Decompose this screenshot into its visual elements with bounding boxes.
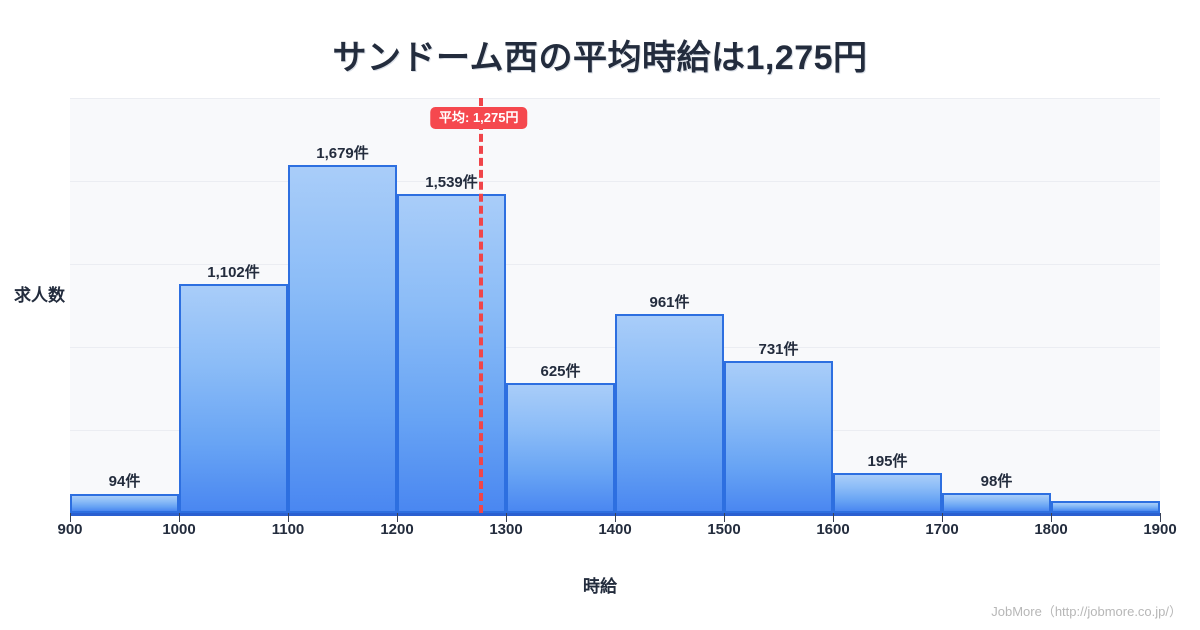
x-axis-tick-label: 1700 [925, 521, 959, 538]
x-axis-tick [397, 513, 398, 522]
bar-value-label: 731件 [758, 341, 799, 359]
average-badge: 平均: 1,275円 [430, 107, 528, 129]
x-axis-tick [942, 513, 943, 522]
gridline [70, 181, 1160, 182]
x-axis-tick-label: 900 [57, 521, 83, 538]
x-axis-tick [179, 513, 180, 522]
bar-value-label: 1,102件 [207, 264, 260, 282]
bar-value-label: 195件 [867, 452, 908, 470]
chart-title: サンドーム西の平均時給は1,275円 [332, 39, 868, 77]
x-axis-tick [1051, 513, 1052, 522]
histogram-bar[interactable] [615, 313, 724, 513]
bar-value-label: 961件 [649, 293, 690, 311]
x-axis-tick-label: 1100 [271, 521, 305, 538]
histogram-bar[interactable] [179, 284, 288, 513]
histogram-bar[interactable] [1051, 500, 1160, 513]
histogram-bar[interactable] [70, 493, 179, 513]
x-axis-tick [833, 513, 834, 522]
x-axis-tick-label: 1900 [1143, 521, 1177, 538]
x-axis-tick-label: 1600 [816, 521, 850, 538]
x-axis-tick-label: 1800 [1034, 521, 1068, 538]
bar-value-label: 98件 [980, 472, 1013, 490]
gridline [70, 264, 1160, 265]
gridline [70, 98, 1160, 99]
x-axis-tick-label: 1200 [380, 521, 414, 538]
histogram-bar[interactable] [506, 383, 615, 513]
x-axis-tick-label: 1000 [162, 521, 196, 538]
plot-area [70, 98, 1160, 516]
x-axis-tick [724, 513, 725, 522]
x-axis-tick-label: 1500 [707, 521, 741, 538]
x-axis-tick [615, 513, 616, 522]
footer-credit: JobMore（http://jobmore.co.jp/） [991, 604, 1182, 619]
histogram-bar[interactable] [724, 361, 833, 513]
bar-value-label: 94件 [108, 473, 141, 491]
x-axis-tick [1160, 513, 1161, 522]
average-line [478, 98, 483, 513]
histogram-bar[interactable] [397, 193, 506, 513]
bars-layer [70, 98, 1160, 513]
x-axis-tick [506, 513, 507, 522]
histogram-bar[interactable] [942, 492, 1051, 513]
y-axis-title: 求人数 [14, 286, 65, 305]
x-axis-title: 時給 [583, 577, 617, 596]
bar-value-label: 1,679件 [316, 144, 369, 162]
histogram-bar[interactable] [833, 472, 942, 513]
x-axis-tick [70, 513, 71, 522]
x-axis-tick-label: 1400 [598, 521, 632, 538]
histogram-bar[interactable] [288, 164, 397, 513]
bar-value-label: 1,539件 [425, 173, 478, 191]
bar-value-label: 625件 [540, 363, 581, 381]
x-axis-tick-label: 1300 [489, 521, 523, 538]
x-axis-tick [288, 513, 289, 522]
